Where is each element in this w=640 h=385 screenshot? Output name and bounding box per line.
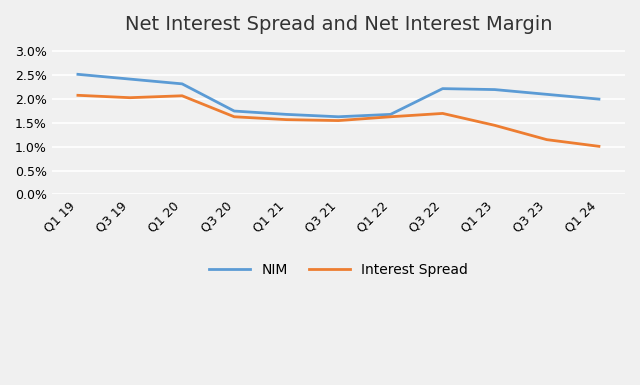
- NIM: [387, 112, 394, 117]
- NIM: [74, 72, 82, 77]
- NIM: [126, 77, 134, 81]
- NIM: [491, 87, 499, 92]
- Interest Spread: [126, 95, 134, 100]
- Interest Spread: [595, 144, 603, 149]
- Interest Spread: [179, 94, 186, 98]
- NIM: [179, 82, 186, 86]
- NIM: [595, 97, 603, 101]
- Interest Spread: [387, 114, 394, 119]
- Title: Net Interest Spread and Net Interest Margin: Net Interest Spread and Net Interest Mar…: [125, 15, 552, 34]
- Interest Spread: [230, 114, 238, 119]
- Interest Spread: [282, 117, 290, 122]
- Interest Spread: [491, 123, 499, 128]
- NIM: [543, 92, 550, 97]
- Legend: NIM, Interest Spread: NIM, Interest Spread: [203, 258, 474, 283]
- Interest Spread: [543, 137, 550, 142]
- Line: Interest Spread: Interest Spread: [78, 95, 599, 146]
- NIM: [439, 86, 447, 91]
- Interest Spread: [335, 118, 342, 123]
- NIM: [230, 109, 238, 113]
- NIM: [282, 112, 290, 117]
- NIM: [335, 114, 342, 119]
- Line: NIM: NIM: [78, 74, 599, 117]
- Interest Spread: [439, 111, 447, 116]
- Interest Spread: [74, 93, 82, 98]
